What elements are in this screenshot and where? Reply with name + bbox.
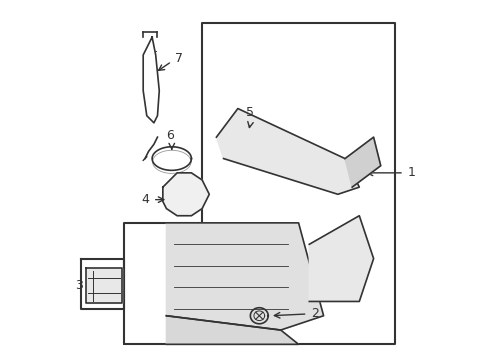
Polygon shape <box>345 137 381 187</box>
Text: 2: 2 <box>311 307 319 320</box>
Polygon shape <box>163 173 209 216</box>
Text: 1: 1 <box>408 166 416 179</box>
Polygon shape <box>167 316 298 344</box>
Text: 7: 7 <box>175 52 183 65</box>
Polygon shape <box>143 37 159 123</box>
Text: 3: 3 <box>74 279 82 292</box>
Polygon shape <box>217 109 359 194</box>
Text: 4: 4 <box>142 193 149 206</box>
Text: 6: 6 <box>166 130 174 143</box>
Text: 5: 5 <box>246 106 254 119</box>
Polygon shape <box>167 223 323 330</box>
Polygon shape <box>309 216 373 301</box>
Polygon shape <box>86 267 122 303</box>
